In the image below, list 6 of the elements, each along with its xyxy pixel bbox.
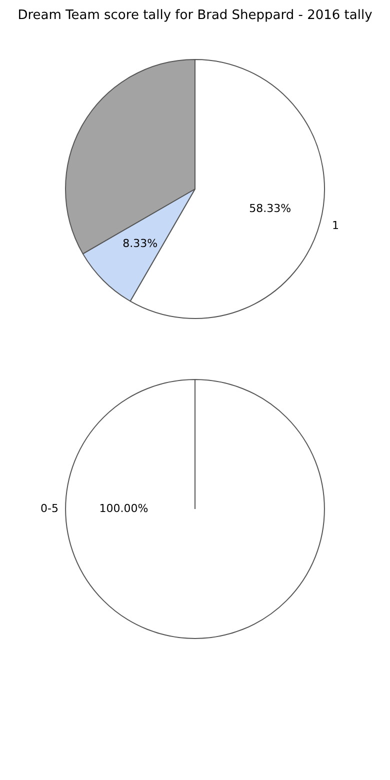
data-label: 58.33% (249, 202, 292, 215)
data-label: 8.33% (122, 236, 158, 250)
slice-label: 1 (332, 218, 340, 232)
data-label: 100.00% (99, 502, 148, 515)
chart-title: Dream Team score tally for Brad Sheppard - 2016 tally (16, 8, 374, 23)
slice-label: 0-5 (40, 502, 58, 515)
